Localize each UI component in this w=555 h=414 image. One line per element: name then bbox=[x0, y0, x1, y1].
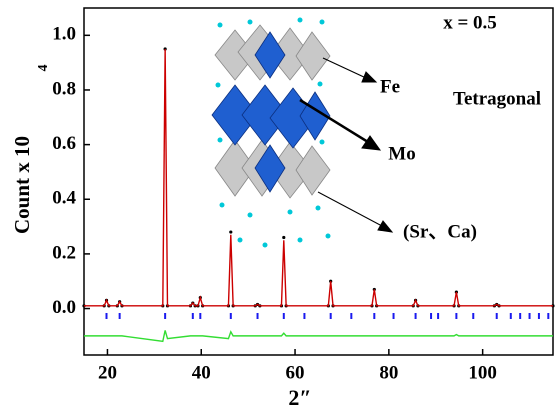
y-axis-label: Count x 10 bbox=[10, 136, 34, 234]
y-tick-label: 0.2 bbox=[52, 242, 76, 263]
annotation: Mo bbox=[388, 143, 415, 164]
y-tick-label: 0.4 bbox=[52, 188, 76, 209]
annotation: Tetragonal bbox=[453, 88, 541, 109]
series-line bbox=[84, 330, 553, 341]
y-tick-label: 0.8 bbox=[52, 78, 76, 99]
arrows bbox=[300, 58, 392, 232]
x-axis-label: 2″ bbox=[288, 385, 311, 410]
observed-point bbox=[229, 230, 232, 233]
y-axis-exponent: 4 bbox=[36, 65, 51, 72]
y-tick-label: 1.0 bbox=[52, 24, 76, 45]
annotation: x = 0.5 bbox=[443, 12, 497, 33]
annotation: (Sr、Ca) bbox=[403, 221, 477, 242]
annotation: Fe bbox=[380, 76, 400, 97]
y-tick-label: 0.6 bbox=[52, 133, 76, 154]
x-tick-label: 40 bbox=[192, 362, 211, 383]
x-tick-label: 60 bbox=[286, 362, 305, 383]
observed-point bbox=[282, 236, 285, 239]
x-tick-label: 20 bbox=[98, 362, 117, 383]
y-tick-label: 0.0 bbox=[52, 297, 76, 318]
x-tick-label: 100 bbox=[468, 362, 497, 383]
x-tick-label: 80 bbox=[379, 362, 398, 383]
crystal-structure bbox=[212, 18, 331, 248]
chart: x = 0.5 Tetragonal Fe Mo (Sr、Ca) 2″ Coun… bbox=[0, 0, 555, 414]
